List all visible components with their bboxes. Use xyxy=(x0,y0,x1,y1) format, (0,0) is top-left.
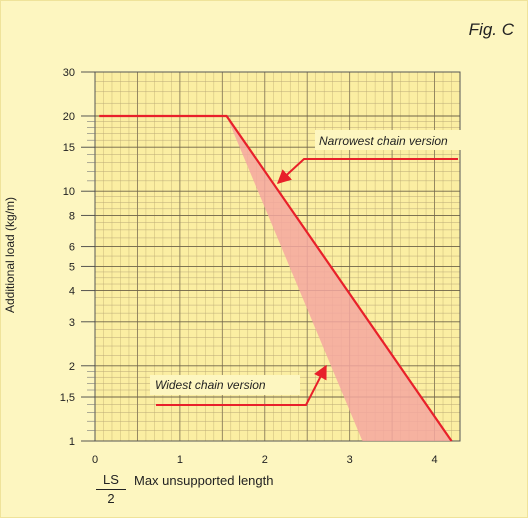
y-tick-label: 8 xyxy=(69,210,75,222)
x-tick-label: 0 xyxy=(92,454,98,466)
y-tick-label: 3 xyxy=(69,317,75,329)
y-axis-title: Additional load (kg/m) xyxy=(3,197,17,313)
y-tick-label: 4 xyxy=(69,286,75,298)
callout-widest-label: Widest chain version xyxy=(155,378,266,392)
callout-narrowest: Narrowest chain version xyxy=(276,130,485,184)
y-tick-label: 30 xyxy=(63,67,75,79)
figure-label: Fig. C xyxy=(468,20,514,39)
callout-narrowest-arrow xyxy=(276,158,458,184)
y-tick-label: 20 xyxy=(63,111,75,123)
callout-narrowest-box xyxy=(315,130,485,150)
fraction-denominator: 2 xyxy=(107,491,115,506)
series-line-narrowest-chain xyxy=(99,114,453,442)
x-tick-label: 1 xyxy=(177,454,183,466)
callout-narrowest-label: Narrowest chain version xyxy=(319,134,448,148)
y-tick-label: 6 xyxy=(69,242,75,254)
fraction-bar xyxy=(96,489,126,490)
y-tick-label: 10 xyxy=(63,186,75,198)
x-tick-label: 4 xyxy=(431,454,437,466)
y-tick-label: 1 xyxy=(69,436,75,448)
x-axis-ticks: 0 1 2 3 4 xyxy=(92,454,438,466)
fraction-numerator: LS xyxy=(103,472,119,487)
callout-widest-arrow xyxy=(156,364,327,406)
y-axis-ticks: 1 1,5 2 3 4 5 6 8 10 15 20 30 xyxy=(60,67,95,448)
plot-border xyxy=(94,71,461,442)
x-tick-label: 3 xyxy=(347,454,353,466)
callout-widest-box xyxy=(150,375,300,395)
y-tick-label: 5 xyxy=(69,261,75,273)
y-tick-label: 15 xyxy=(63,142,75,154)
callout-widest: Widest chain version xyxy=(150,364,327,406)
x-axis-fraction: LS 2 xyxy=(96,472,126,507)
x-axis-label: Max unsupported length xyxy=(134,473,274,488)
x-tick-label: 2 xyxy=(262,454,268,466)
y-tick-label: 1,5 xyxy=(60,392,75,404)
y-tick-label: 2 xyxy=(69,361,75,373)
